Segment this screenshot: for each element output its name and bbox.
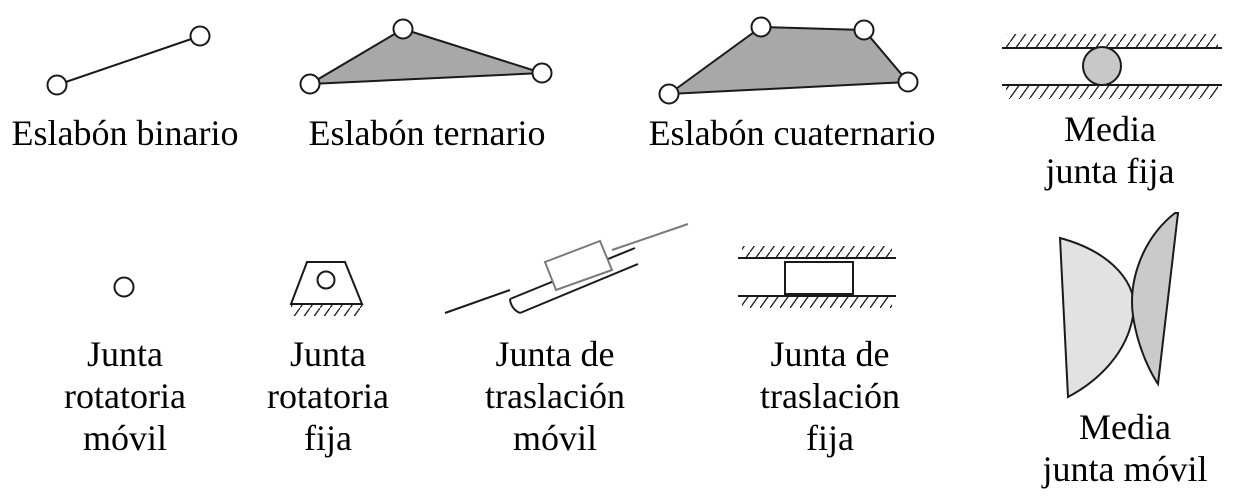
label-fixed-half-joint: Media junta fija (1045, 109, 1175, 191)
pin-circle-icon (113, 276, 135, 298)
cam-contact-icon (1058, 212, 1180, 399)
quaternary-link-icon (658, 16, 919, 105)
label-fixed-revolute-joint: Junta rotatoria fija (267, 334, 389, 458)
roller-between-ground-icon (1002, 34, 1222, 99)
ternary-link-icon (299, 18, 553, 95)
block-between-ground-icon (738, 246, 896, 308)
label-fixed-prismatic-joint: Junta de traslación fija (760, 334, 900, 458)
label-ternary-link: Eslabón ternario (308, 113, 546, 153)
label-moving-half-joint: Media junta móvil (1042, 407, 1208, 489)
label-quaternary-link: Eslabón cuaternario (648, 113, 936, 153)
binary-link-icon (46, 25, 211, 96)
slider-in-guide-icon (444, 223, 689, 314)
label-moving-prismatic-joint: Junta de traslación móvil (485, 334, 625, 458)
label-binary-link: Eslabón binario (11, 113, 239, 153)
grounded-pin-icon (289, 261, 364, 316)
label-moving-revolute-joint: Junta rotatoria móvil (64, 334, 186, 458)
